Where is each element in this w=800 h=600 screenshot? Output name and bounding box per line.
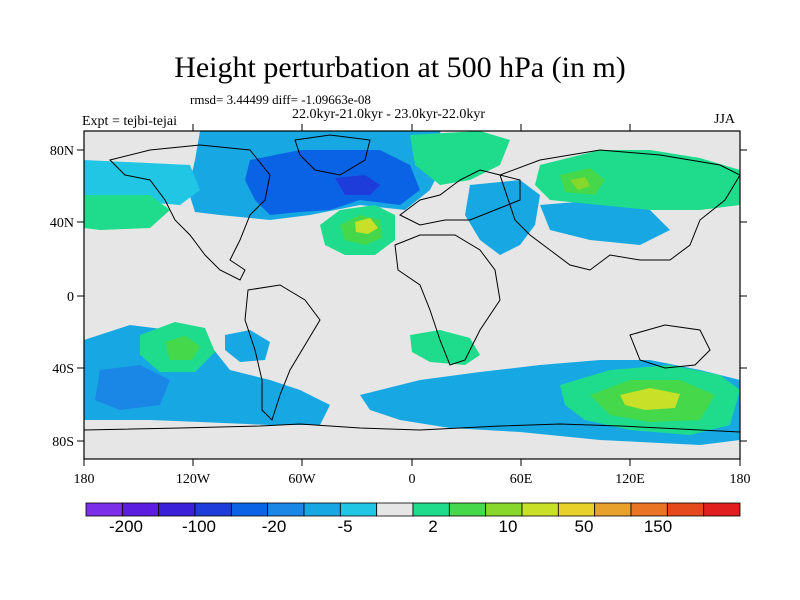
colorbar-swatch-15 bbox=[630, 502, 668, 517]
lon-tick-0: 0 bbox=[409, 472, 416, 487]
lon-tick-60e: 60E bbox=[510, 472, 533, 487]
colorbar-swatch-11 bbox=[485, 502, 523, 517]
field-sh-positive-atlantic bbox=[410, 330, 480, 365]
colorbar-label-50: 50 bbox=[575, 517, 594, 536]
field-sh-positive-pacific-core bbox=[165, 336, 200, 360]
coast-south-america bbox=[244, 284, 321, 421]
experiment-label: Expt = tejbi-tejai bbox=[82, 114, 177, 129]
lon-axis: 180 120W 60W 0 60E 120E 180 bbox=[74, 124, 751, 487]
field-nh-negative-east bbox=[465, 180, 540, 255]
season-label: JJA bbox=[714, 112, 736, 127]
colorbar-swatch-17 bbox=[703, 502, 741, 517]
lat-tick-0: 0 bbox=[67, 290, 74, 305]
colorbar-swatch-3 bbox=[194, 502, 232, 517]
field-sh-positive-indian-peak bbox=[620, 388, 680, 410]
colorbar bbox=[85, 502, 741, 517]
colorbar-labels: -200 -100 -20 -5 2 10 50 150 bbox=[109, 517, 672, 536]
colorbar-swatch-8 bbox=[376, 502, 414, 517]
lat-tick-80n: 80N bbox=[50, 144, 74, 159]
field-nh-negative-core bbox=[335, 175, 380, 195]
field-nh-positive-asia bbox=[535, 150, 740, 210]
colorbar-swatch-5 bbox=[267, 502, 305, 517]
colorbar-swatch-9 bbox=[412, 502, 450, 517]
field-nh-negative-east2 bbox=[540, 200, 670, 245]
field-nh-positive-asia-peak bbox=[570, 177, 590, 190]
coast-africa bbox=[394, 234, 501, 366]
coast-australia bbox=[629, 324, 711, 369]
coast-europe bbox=[399, 169, 521, 226]
colorbar-swatch-2 bbox=[158, 502, 196, 517]
lon-tick-180e: 180 bbox=[730, 472, 751, 487]
field-sh-negative-southamerica bbox=[225, 330, 270, 362]
colorbar-label-10: 10 bbox=[499, 517, 518, 536]
colorbar-label-neg200: -200 bbox=[109, 517, 143, 536]
colorbar-swatch-0 bbox=[85, 502, 123, 517]
map-title: Height perturbation at 500 hPa (in m) bbox=[174, 51, 626, 84]
lat-tick-40s: 40S bbox=[52, 362, 74, 377]
colorbar-swatch-12 bbox=[521, 502, 559, 517]
colorbar-label-2: 2 bbox=[428, 517, 437, 536]
coast-asia bbox=[499, 149, 740, 271]
colorbar-label-neg20: -20 bbox=[262, 517, 287, 536]
lon-tick-120w: 120W bbox=[176, 472, 211, 487]
coastlines bbox=[84, 134, 740, 433]
map-plot-area bbox=[84, 131, 740, 459]
colorbar-swatch-1 bbox=[121, 502, 160, 517]
colorbar-swatch-4 bbox=[230, 502, 269, 517]
colorbar-swatch-6 bbox=[303, 502, 341, 517]
lon-tick-120e: 120E bbox=[615, 472, 645, 487]
colorbar-swatch-16 bbox=[666, 502, 705, 517]
period-label: 22.0kyr-21.0kyr - 23.0kyr-22.0kyr bbox=[292, 107, 486, 122]
coast-antarctica bbox=[84, 423, 740, 433]
coast-north-america bbox=[109, 144, 271, 281]
colorbar-swatch-7 bbox=[339, 502, 378, 517]
field-nh-positive-pacific bbox=[84, 195, 170, 230]
colorbar-swatch-10 bbox=[448, 502, 487, 517]
field-nh-strong-negative bbox=[245, 150, 420, 215]
lat-tick-40n: 40N bbox=[50, 216, 74, 231]
rmsd-diff-stats: rmsd= 3.44499 diff= -1.09663e-08 bbox=[190, 92, 371, 107]
colorbar-label-neg5: -5 bbox=[337, 517, 352, 536]
colorbar-swatch-14 bbox=[594, 502, 632, 517]
field-sh-negative-pacific-core bbox=[95, 365, 170, 410]
colorbar-label-neg100: -100 bbox=[182, 517, 216, 536]
lat-tick-80s: 80S bbox=[52, 435, 74, 450]
coast-greenland bbox=[294, 134, 371, 176]
field-nh-negative-band bbox=[84, 160, 200, 205]
lon-tick-180w: 180 bbox=[74, 472, 95, 487]
lat-axis: 80N 40N 0 40S 80S bbox=[50, 144, 747, 450]
colorbar-label-150: 150 bbox=[644, 517, 672, 536]
lon-tick-60w: 60W bbox=[288, 472, 316, 487]
colorbar-swatch-13 bbox=[557, 502, 596, 517]
field-nh-positive-atlantic-peak bbox=[355, 218, 378, 234]
